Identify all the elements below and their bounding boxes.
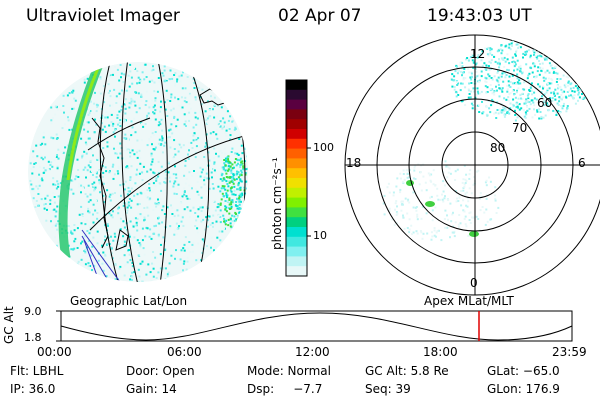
altitude-ytick-low: 1.8	[24, 331, 42, 344]
altitude-ytick-high: 9.0	[24, 305, 42, 318]
ip-status: IP: 36.0	[10, 382, 56, 396]
colorbar-unit-label: photon cm⁻²s⁻¹	[270, 157, 284, 250]
colorbar-segment	[286, 89, 307, 101]
colorbar-segment	[286, 187, 307, 199]
mlt-label-12: 12	[470, 47, 486, 61]
colorbar-segment	[286, 158, 307, 169]
color-scale	[286, 80, 307, 277]
colorbar-tick-10: 10	[313, 229, 327, 242]
colorbar-segment	[286, 80, 307, 91]
altitude-plot	[56, 310, 573, 342]
colorbar-segment	[286, 148, 307, 159]
time-tick-2359: 23:59	[552, 345, 587, 359]
seq-status: Seq: 39	[365, 382, 411, 396]
gc-alt-status: GC Alt: 5.8 Re	[365, 364, 449, 378]
colorbar-segment	[286, 217, 307, 228]
mode-status: Mode: Normal	[247, 364, 331, 378]
glat-status: GLat: −65.0	[487, 364, 560, 378]
right-panel-caption: Apex MLat/MLT	[424, 294, 514, 308]
colorbar-segment	[286, 236, 307, 248]
colorbar-segment	[286, 197, 307, 208]
colorbar-segment	[286, 129, 307, 140]
lat-label-70: 70	[512, 121, 528, 135]
colorbar-segment	[286, 99, 307, 110]
filter-status: Flt: LBHL	[10, 364, 64, 378]
instrument-title: Ultraviolet Imager	[26, 6, 180, 26]
colorbar-segment	[286, 207, 307, 218]
mlt-label-0: 0	[470, 276, 478, 290]
altitude-ylabel: GC Alt	[2, 306, 16, 344]
colorbar-segment	[286, 109, 307, 120]
colorbar-segment	[286, 178, 307, 189]
mlt-label-6: 6	[578, 156, 586, 170]
date-label: 02 Apr 07	[278, 6, 362, 26]
time-tick-0600: 06:00	[167, 345, 202, 359]
geographic-image	[28, 62, 248, 282]
geographic-grid	[87, 62, 248, 282]
time-tick-1200: 12:00	[295, 345, 330, 359]
colorbar-segment	[286, 256, 307, 267]
time-label: 19:43:03 UT	[427, 6, 532, 26]
glon-status: GLon: 176.9	[487, 382, 560, 396]
colorbar-tick-100: 100	[313, 141, 334, 154]
colorbar-segment	[286, 266, 307, 277]
dsp-status: Dsp: −7.7	[247, 382, 323, 396]
time-tick-0000: 00:00	[37, 345, 72, 359]
lat-label-80: 80	[490, 141, 506, 155]
colorbar-segment	[286, 138, 307, 150]
time-tick-1800: 18:00	[423, 345, 458, 359]
colorbar-segment	[286, 246, 307, 257]
left-panel-caption: Geographic Lat/Lon	[70, 294, 188, 308]
mlt-label-18: 18	[346, 156, 362, 170]
colorbar-segment	[286, 227, 307, 238]
polar-grid	[345, 35, 600, 295]
door-status: Door: Open	[126, 364, 195, 378]
colorbar-segment	[286, 119, 307, 130]
lat-label-60: 60	[537, 96, 553, 110]
gain-status: Gain: 14	[126, 382, 177, 396]
colorbar-segment	[286, 168, 307, 179]
polar-plot	[344, 34, 600, 296]
